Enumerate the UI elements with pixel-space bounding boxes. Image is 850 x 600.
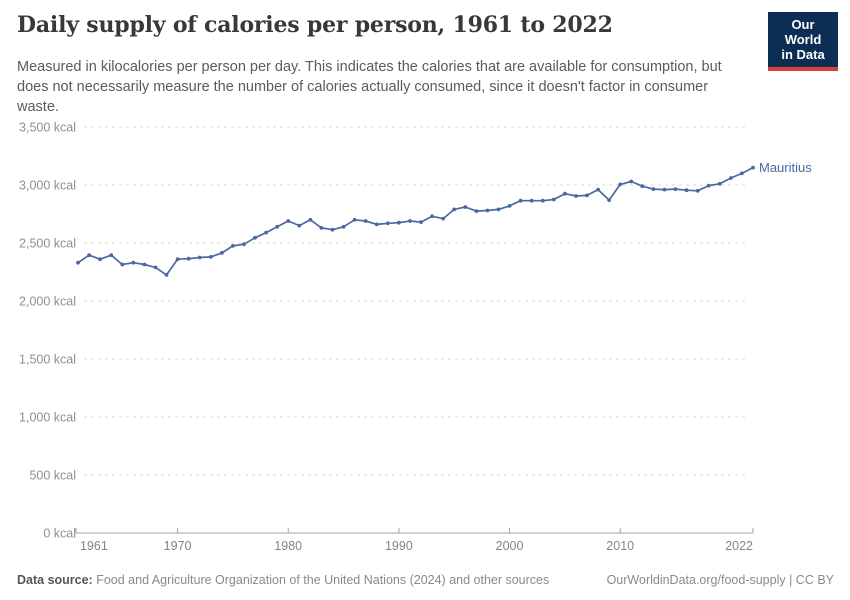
data-point-marker (585, 193, 589, 198)
data-point-marker (408, 219, 412, 223)
data-point-marker (363, 219, 368, 223)
data-point-marker (109, 253, 114, 258)
chart-title: Daily supply of calories per person, 196… (17, 12, 613, 38)
data-point-marker (220, 251, 224, 255)
data-point-marker (231, 244, 235, 248)
data-point-marker (574, 194, 578, 198)
data-point-marker (275, 224, 280, 229)
data-point-marker (496, 207, 501, 212)
data-point-marker (374, 222, 379, 227)
data-point-marker (706, 183, 711, 188)
owid-logo-line2: in Data (781, 47, 825, 62)
data-point-marker (717, 181, 722, 186)
data-point-marker (264, 230, 268, 235)
owid-logo-line1: Our World (784, 17, 822, 47)
y-axis-tick-label: 2,000 kcal (19, 295, 76, 309)
data-point-marker (120, 262, 125, 267)
series-label-mauritius[interactable]: Mauritius (759, 160, 812, 175)
data-point-marker (142, 262, 147, 267)
data-point-marker (540, 198, 545, 203)
y-axis-tick-label: 2,500 kcal (19, 237, 76, 251)
data-point-marker (297, 223, 302, 228)
data-point-marker (662, 187, 667, 192)
data-point-marker (729, 176, 733, 180)
data-point-marker (695, 188, 700, 193)
y-axis-tick-label: 3,500 kcal (19, 121, 76, 135)
x-axis-tick-label: 1970 (164, 539, 192, 553)
data-point-marker (286, 219, 291, 223)
data-point-marker (153, 265, 158, 270)
data-point-marker (463, 205, 468, 209)
data-point-marker (330, 227, 335, 232)
data-point-marker (352, 217, 357, 222)
data-point-marker (76, 260, 80, 265)
y-axis-tick-label: 500 kcal (29, 469, 76, 483)
data-point-marker (740, 171, 744, 176)
owid-logo[interactable]: Our World in Data (768, 12, 838, 71)
x-axis-tick-label: 2022 (725, 539, 753, 553)
data-point-marker (651, 187, 656, 192)
data-point-marker (341, 224, 346, 229)
data-point-marker (319, 226, 324, 230)
data-point-marker (308, 217, 313, 222)
y-axis-tick-label: 3,000 kcal (19, 179, 76, 193)
attribution-link[interactable]: OurWorldinData.org/food-supply | CC BY (606, 573, 834, 587)
data-point-marker (529, 198, 534, 203)
data-point-marker (563, 191, 567, 196)
data-point-marker (242, 242, 246, 247)
data-point-marker (751, 165, 755, 170)
data-point-marker (397, 220, 401, 225)
data-point-marker (596, 187, 600, 192)
x-axis-tick-label: 2000 (496, 539, 524, 553)
data-point-marker (485, 208, 490, 213)
data-point-marker (629, 179, 634, 184)
data-point-marker (131, 260, 136, 265)
data-point-marker (673, 187, 678, 192)
chart-subtitle: Measured in kilocalories per person per … (17, 59, 722, 115)
data-point-marker (607, 198, 611, 203)
data-point-marker (186, 256, 191, 261)
data-point-marker (518, 198, 523, 203)
data-point-marker (98, 257, 102, 262)
data-point-marker (253, 235, 257, 240)
data-point-marker (87, 253, 91, 258)
data-point-marker (551, 197, 556, 202)
data-point-marker (208, 255, 213, 259)
data-point-marker (452, 207, 457, 212)
x-axis-tick-label: 2010 (606, 539, 634, 553)
data-point-marker (419, 220, 423, 225)
data-point-marker (430, 214, 434, 219)
data-point-marker (684, 188, 689, 193)
y-axis-tick-label: 1,500 kcal (19, 353, 76, 367)
data-point-marker (175, 257, 180, 262)
y-axis-tick-label: 0 kcal (43, 527, 76, 541)
chart-footer: Data source: Food and Agriculture Organi… (0, 573, 850, 587)
x-axis-tick-label: 1990 (385, 539, 413, 553)
x-axis-tick-label: 1980 (274, 539, 302, 553)
data-point-marker (618, 182, 623, 187)
data-point-marker (197, 255, 202, 260)
data-point-marker (507, 204, 512, 208)
y-axis-tick-label: 1,000 kcal (19, 411, 76, 425)
data-source-text: Food and Agriculture Organization of the… (92, 573, 550, 587)
data-point-marker (640, 184, 645, 189)
data-point-marker (441, 216, 446, 221)
data-source-label: Data source: (17, 573, 93, 587)
data-point-marker (164, 273, 169, 277)
data-point-marker (474, 209, 479, 214)
x-axis-tick-label: 1961 (80, 539, 108, 553)
data-point-marker (385, 221, 390, 226)
data-source-note: Data source: Food and Agriculture Organi… (17, 573, 549, 587)
